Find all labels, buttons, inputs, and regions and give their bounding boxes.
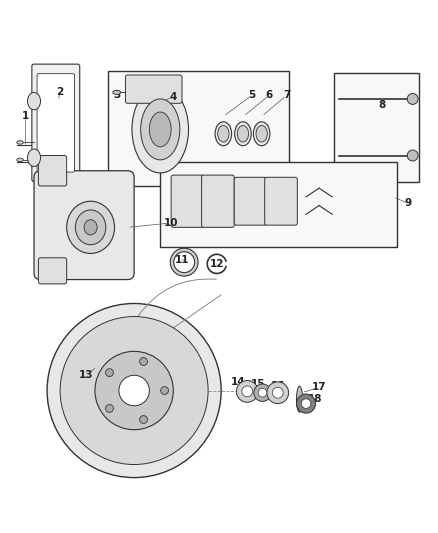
Text: 18: 18 <box>307 394 322 404</box>
FancyBboxPatch shape <box>125 75 182 103</box>
Ellipse shape <box>297 386 303 413</box>
Ellipse shape <box>17 141 23 144</box>
Bar <box>160 162 397 247</box>
Text: 5: 5 <box>248 91 255 100</box>
Ellipse shape <box>17 158 23 161</box>
FancyBboxPatch shape <box>201 175 234 228</box>
Ellipse shape <box>75 210 106 245</box>
Ellipse shape <box>253 122 270 146</box>
Ellipse shape <box>161 386 169 394</box>
Text: 6: 6 <box>265 91 273 100</box>
FancyBboxPatch shape <box>39 258 67 284</box>
Ellipse shape <box>67 201 115 254</box>
Ellipse shape <box>242 386 253 397</box>
Ellipse shape <box>28 149 41 166</box>
Ellipse shape <box>140 358 148 366</box>
Ellipse shape <box>254 384 271 401</box>
Text: 1: 1 <box>22 111 29 122</box>
Ellipse shape <box>141 99 180 160</box>
Text: 14: 14 <box>231 377 246 387</box>
Ellipse shape <box>84 220 97 235</box>
Text: 2: 2 <box>57 87 64 98</box>
Text: 16: 16 <box>271 381 285 391</box>
Ellipse shape <box>258 389 267 397</box>
Text: 4: 4 <box>170 92 177 102</box>
FancyBboxPatch shape <box>265 177 297 225</box>
Bar <box>108 71 289 186</box>
Ellipse shape <box>149 112 171 147</box>
Text: 13: 13 <box>79 370 93 381</box>
Ellipse shape <box>237 125 249 142</box>
Ellipse shape <box>256 125 267 142</box>
Ellipse shape <box>95 351 173 430</box>
FancyBboxPatch shape <box>34 171 134 279</box>
Ellipse shape <box>218 125 229 142</box>
Ellipse shape <box>267 382 289 403</box>
Bar <box>334 73 419 182</box>
FancyBboxPatch shape <box>32 64 80 182</box>
Text: 7: 7 <box>283 91 290 100</box>
FancyBboxPatch shape <box>39 156 67 186</box>
Ellipse shape <box>106 369 113 376</box>
Text: 9: 9 <box>405 198 412 208</box>
Ellipse shape <box>132 86 188 173</box>
Ellipse shape <box>301 399 311 408</box>
FancyBboxPatch shape <box>37 74 74 172</box>
Ellipse shape <box>235 122 251 146</box>
Text: 17: 17 <box>312 383 326 392</box>
FancyBboxPatch shape <box>171 175 204 228</box>
Ellipse shape <box>407 93 418 104</box>
Text: 3: 3 <box>113 90 120 100</box>
Ellipse shape <box>407 150 418 161</box>
Ellipse shape <box>60 317 208 465</box>
Ellipse shape <box>140 416 148 423</box>
Ellipse shape <box>119 375 149 406</box>
Text: 12: 12 <box>209 260 224 269</box>
Ellipse shape <box>113 90 120 94</box>
FancyBboxPatch shape <box>234 177 267 225</box>
Ellipse shape <box>237 381 258 402</box>
Text: 10: 10 <box>164 218 178 228</box>
Ellipse shape <box>47 303 221 478</box>
Text: 8: 8 <box>378 100 386 110</box>
Ellipse shape <box>272 387 283 398</box>
Text: 11: 11 <box>175 255 189 265</box>
Ellipse shape <box>28 92 41 110</box>
Ellipse shape <box>297 394 316 413</box>
Text: 15: 15 <box>251 379 265 389</box>
Ellipse shape <box>215 122 232 146</box>
Ellipse shape <box>106 405 113 413</box>
